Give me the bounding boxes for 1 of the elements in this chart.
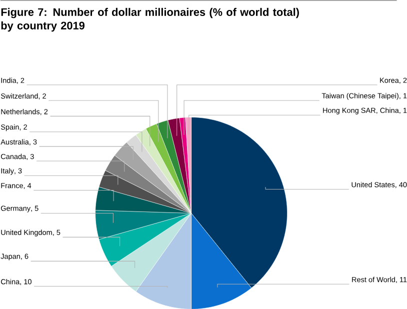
chart-title: Figure 7: Number of dollar millionaires (% of world total) by country 2019 (1, 8, 299, 32)
